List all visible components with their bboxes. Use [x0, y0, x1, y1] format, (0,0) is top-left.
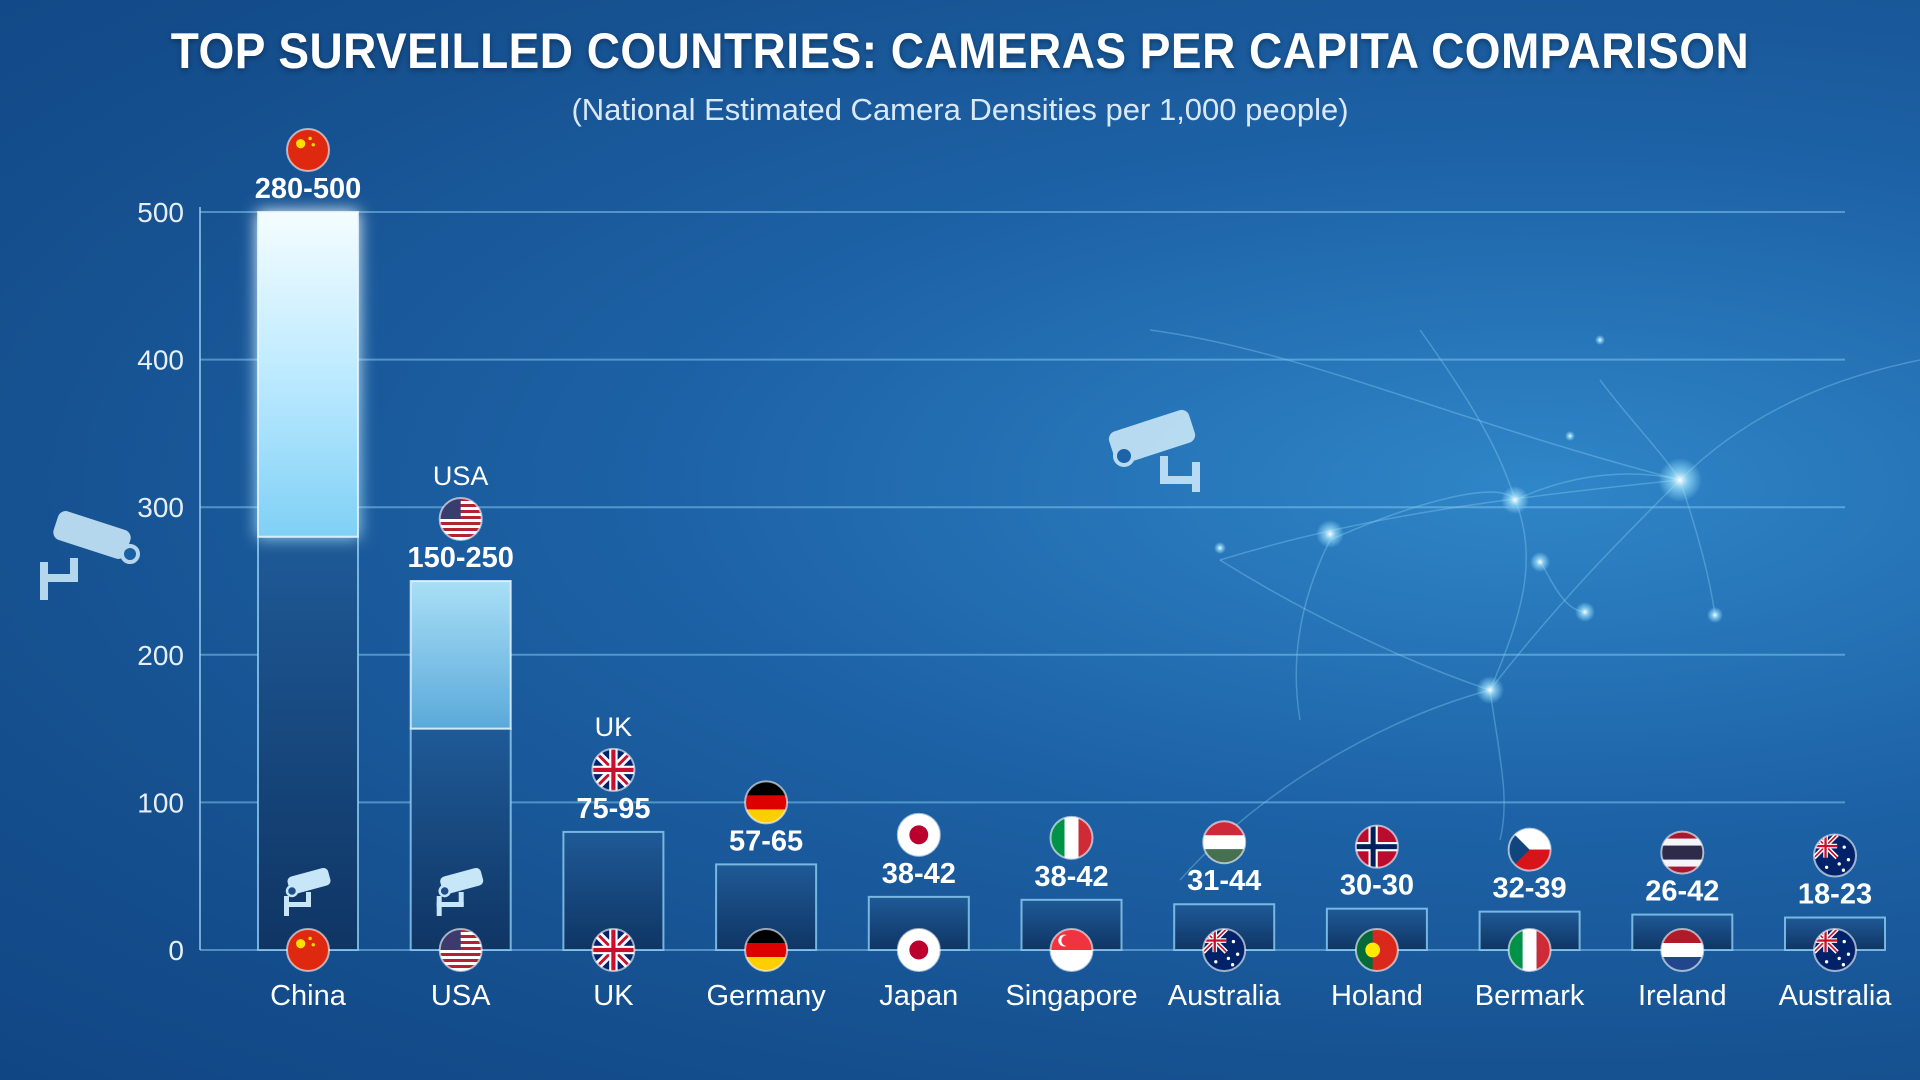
y-axis: 0 100 200 300 400 500	[137, 197, 201, 966]
data-label: 150-250	[407, 542, 513, 574]
hungary-flag-icon	[1202, 820, 1247, 865]
x-tick-label: Germany	[706, 980, 826, 1012]
data-label: 30-30	[1340, 870, 1414, 902]
data-label: 57-65	[729, 825, 803, 857]
x-tick-label: Holand	[1331, 980, 1423, 1012]
bar-name-label: USA	[433, 461, 489, 491]
cctv-camera-icon	[436, 867, 484, 916]
china-flag-icon	[286, 128, 330, 172]
australia-flag-icon	[1813, 928, 1857, 972]
network-decoration	[1149, 329, 1920, 881]
x-tick-label: UK	[593, 980, 634, 1012]
x-tick-label: USA	[431, 980, 491, 1012]
x-tick-label: Australia	[1779, 980, 1893, 1012]
thailand-flag-icon	[1660, 830, 1705, 875]
bars	[257, 211, 1886, 952]
chart-subtitle: (National Estimated Camera Densities per…	[571, 92, 1349, 127]
germany-flag-icon	[744, 928, 789, 972]
labels: China 280-500 USA 150-250 USA UK 75-95 UK German…	[255, 128, 1893, 1012]
data-label: 38-42	[1034, 861, 1108, 893]
chart-title: TOP SURVEILLED COUNTRIES: CAMERAS PER CA…	[170, 23, 1750, 79]
x-tick-label: Singapore	[1005, 980, 1137, 1012]
data-label: 18-23	[1798, 879, 1872, 911]
netherlands-flag-icon	[1660, 928, 1705, 972]
x-tick-label: Australia	[1168, 980, 1282, 1012]
singapore-flag-icon	[1049, 928, 1094, 972]
japan-flag-icon	[896, 812, 941, 857]
x-tick-label: Ireland	[1638, 980, 1727, 1012]
italy-flag-icon	[1507, 928, 1552, 972]
network-nodes	[1214, 335, 1723, 704]
data-label: 26-42	[1645, 876, 1719, 908]
data-label: 31-44	[1187, 865, 1261, 897]
norway-flag-icon	[1354, 824, 1399, 869]
y-tick-label: 500	[137, 197, 184, 228]
bar-name-label: UK	[595, 712, 633, 742]
x-tick-label: China	[270, 980, 347, 1012]
japan-flag-icon	[896, 928, 941, 972]
germany-flag-icon	[744, 780, 789, 825]
uk-flag-icon	[591, 928, 636, 972]
cctv-camera-icon	[1108, 409, 1200, 492]
y-tick-label: 100	[137, 787, 184, 818]
usa-flag-icon	[438, 497, 483, 541]
y-tick-label: 300	[137, 492, 184, 523]
portugal-flag-icon	[1354, 928, 1399, 972]
czech-flag-icon	[1507, 827, 1552, 872]
data-label: 75-95	[576, 793, 650, 825]
y-tick-label: 0	[168, 935, 184, 966]
x-tick-label: Bermark	[1475, 980, 1585, 1012]
bar-usa	[409, 727, 512, 951]
australia-flag-icon	[1813, 833, 1857, 878]
data-label: 32-39	[1493, 873, 1567, 905]
china-flag-icon	[286, 928, 330, 972]
uk-flag-icon	[591, 747, 636, 792]
y-tick-label: 400	[137, 345, 184, 376]
x-tick-label: Japan	[879, 980, 958, 1012]
data-label: 280-500	[255, 173, 361, 205]
australia-flag-icon	[1202, 928, 1247, 972]
y-tick-label: 200	[137, 640, 184, 671]
data-label: 38-42	[882, 858, 956, 890]
italy-flag-icon	[1049, 815, 1094, 860]
cctv-camera-icon	[40, 511, 140, 600]
usa-flag-icon	[438, 928, 483, 972]
bar-range-china	[257, 211, 359, 538]
cctv-camera-icon	[284, 867, 331, 916]
bar-range-usa	[409, 580, 512, 730]
